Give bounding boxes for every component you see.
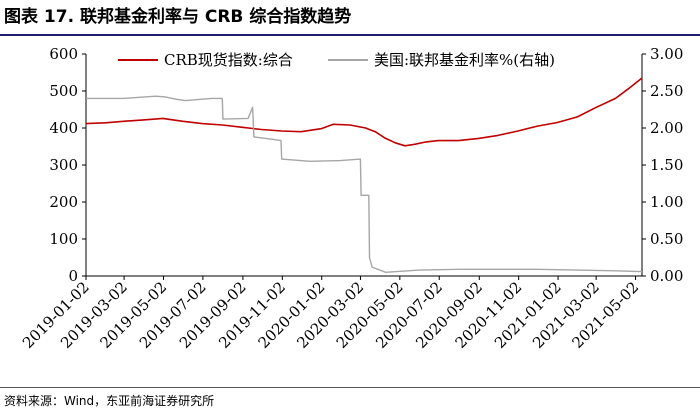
title-rule <box>0 34 700 36</box>
axes: 0 100 200 300 400 500 600 0.00 0.50 1.00 1.50 2.00 2… <box>19 45 683 352</box>
left-tick-label: 500 <box>49 82 78 100</box>
left-tick-label: 400 <box>49 119 78 137</box>
right-tick-label: 2.50 <box>650 82 683 100</box>
left-tick-label: 200 <box>49 193 78 211</box>
left-tick-label: 100 <box>49 230 78 248</box>
series-layer <box>85 77 643 274</box>
right-tick-label: 2.00 <box>650 119 683 137</box>
left-tick-label: 0 <box>68 267 78 285</box>
right-tick-label: 0.50 <box>650 230 683 248</box>
figure-title: 图表 17. 联邦基金利率与 CRB 综合指数趋势 <box>4 7 352 27</box>
right-tick-label: 1.50 <box>650 156 683 174</box>
crb-index-line <box>85 77 643 147</box>
right-tick-label: 0.00 <box>650 267 683 285</box>
right-tick-label: 3.00 <box>650 45 683 63</box>
source-note: 资料来源：Wind，东亚前海证券研究所 <box>4 394 215 408</box>
left-tick-label: 300 <box>49 156 78 174</box>
source-rule <box>0 387 700 388</box>
legend: CRB现货指数:综合 美国:联邦基金利率%(右轴) <box>118 51 555 69</box>
line-chart: 0 100 200 300 400 500 600 0.00 0.50 1.00 1.50 2.00 2… <box>19 45 683 352</box>
right-tick-label: 1.00 <box>650 193 683 211</box>
left-tick-label: 600 <box>49 45 78 63</box>
legend-label-1: CRB现货指数:综合 <box>164 51 293 69</box>
legend-label-2: 美国:联邦基金利率%(右轴) <box>374 51 555 69</box>
fedfunds-rate-line <box>86 95 643 274</box>
